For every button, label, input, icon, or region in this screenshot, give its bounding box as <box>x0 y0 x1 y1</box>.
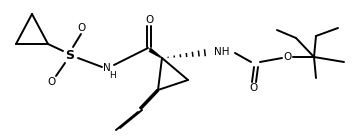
Text: S: S <box>66 48 75 61</box>
Text: NH: NH <box>214 47 230 57</box>
Text: H: H <box>109 71 115 80</box>
Text: O: O <box>48 77 56 87</box>
Polygon shape <box>139 89 159 110</box>
Text: O: O <box>145 15 153 25</box>
Text: N: N <box>103 63 111 73</box>
Text: O: O <box>283 52 291 62</box>
Text: O: O <box>78 23 86 33</box>
Polygon shape <box>149 48 162 58</box>
Text: O: O <box>249 83 257 93</box>
